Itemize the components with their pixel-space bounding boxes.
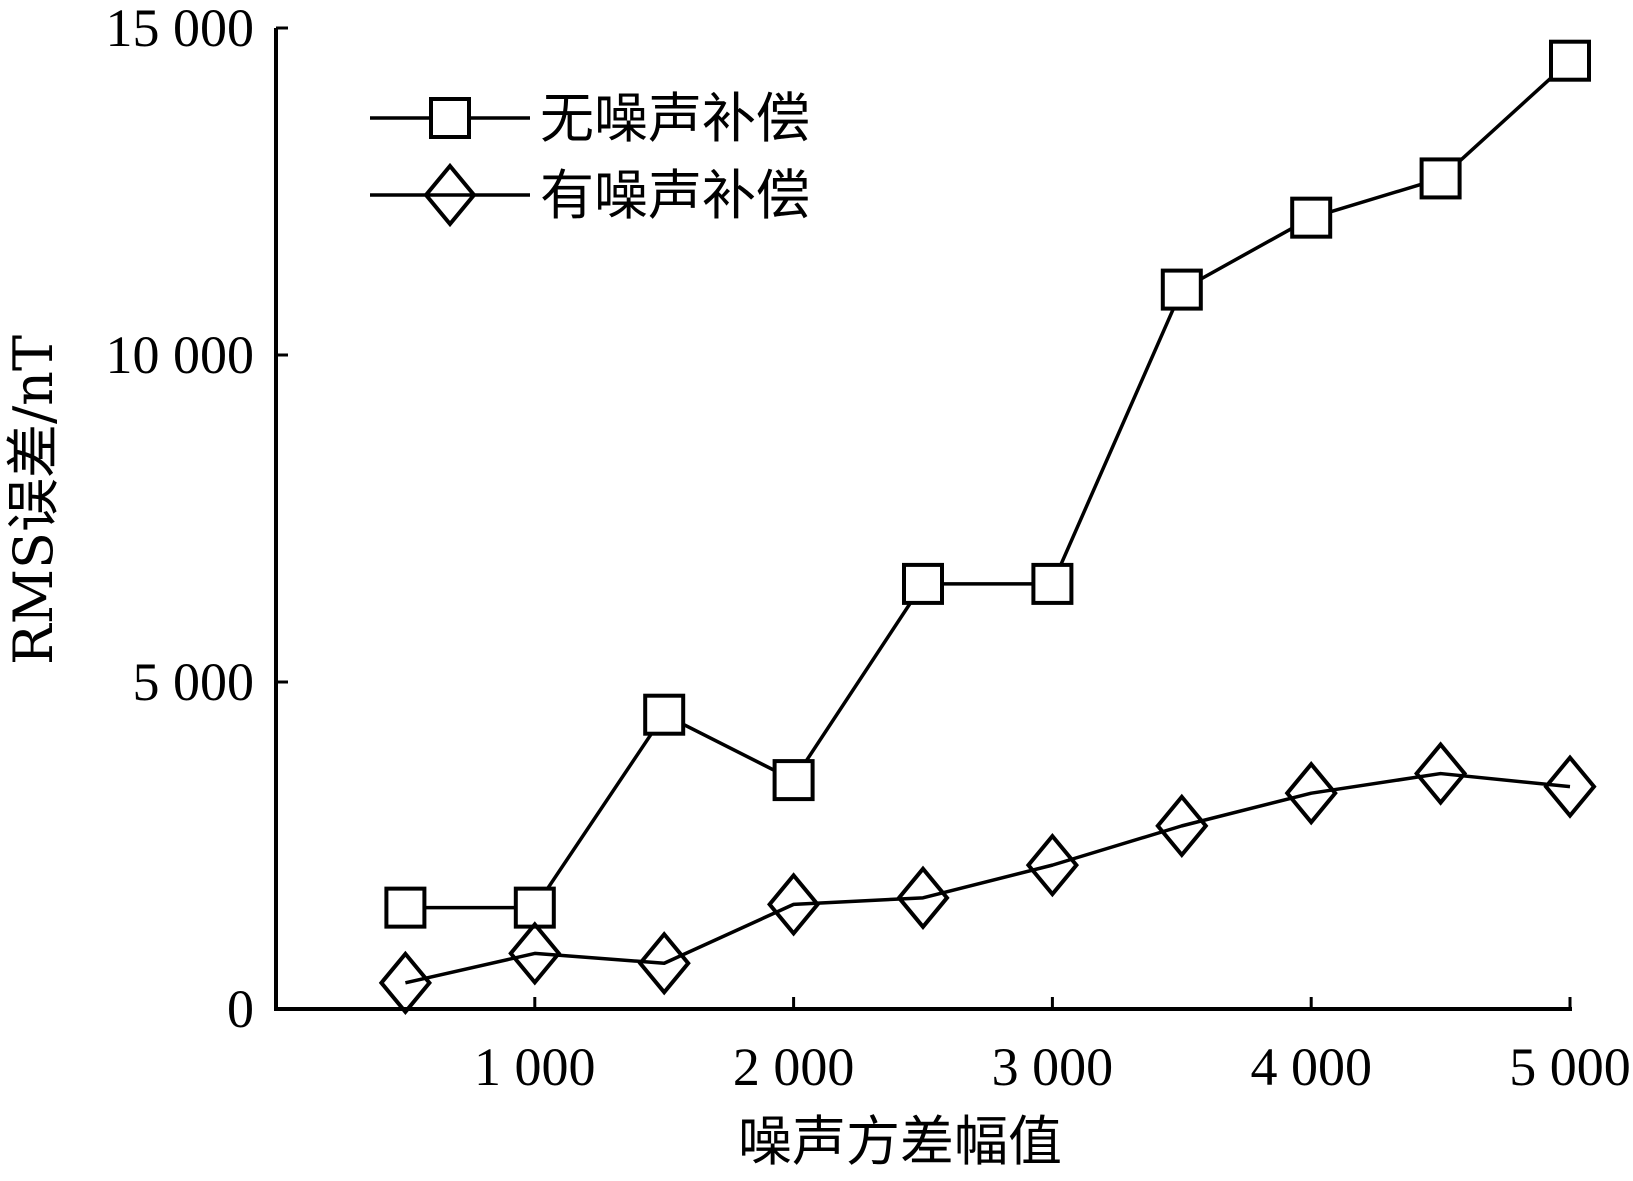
data-point-with-compensation <box>767 872 821 937</box>
x-tick-label: 3 000 <box>992 1037 1114 1097</box>
data-point-with-compensation <box>1025 832 1079 898</box>
data-point-with-compensation <box>1414 741 1468 806</box>
data-point-with-compensation <box>378 950 432 1015</box>
data-point-with-compensation <box>637 931 691 996</box>
x-tick-label: 1 000 <box>474 1037 596 1097</box>
series-line-no-compensation <box>405 59 1572 910</box>
series-with-compensation <box>378 741 1597 1015</box>
y-tick-label: 5 000 <box>133 652 255 712</box>
series-no-compensation <box>384 39 1591 929</box>
y-tick-label: 0 <box>227 979 254 1039</box>
data-point-no-compensation <box>513 886 556 929</box>
data-point-with-compensation <box>1155 793 1209 859</box>
x-axis-title: 噪声方差幅值 <box>738 1110 1062 1173</box>
data-point-no-compensation <box>384 886 427 929</box>
x-tick-label: 5 000 <box>1509 1037 1631 1097</box>
data-point-no-compensation <box>1549 39 1591 82</box>
data-point-no-compensation <box>1290 196 1333 239</box>
legend-label-no-compensation: 无噪声补偿 <box>540 87 810 150</box>
y-tick-label: 10 000 <box>106 325 255 385</box>
x-tick-label: 4 000 <box>1250 1037 1372 1097</box>
data-point-no-compensation <box>1031 562 1074 605</box>
data-point-no-compensation <box>1419 157 1462 200</box>
series-line-with-compensation <box>405 771 1571 985</box>
legend-marker-no-compensation <box>429 97 471 139</box>
data-point-no-compensation <box>1160 268 1203 311</box>
data-point-no-compensation <box>902 562 944 605</box>
ticks: 0 5 000 10 000 15 000 1 000 2 000 3 000 4 000 5 … <box>106 0 1631 1097</box>
data-series <box>378 39 1597 1015</box>
data-point-no-compensation <box>772 759 815 802</box>
x-tick-label: 2 000 <box>733 1037 855 1097</box>
axes <box>274 28 1572 1011</box>
data-point-with-compensation <box>1543 754 1597 819</box>
data-point-no-compensation <box>643 693 686 736</box>
legend-marker-with-compensation <box>423 162 477 228</box>
data-point-with-compensation <box>896 865 950 930</box>
y-axis-title: RMS误差/nT <box>2 335 65 665</box>
legend-label-with-compensation: 有噪声补偿 <box>540 164 810 227</box>
y-tick-label: 15 000 <box>106 0 255 58</box>
data-point-with-compensation <box>508 921 562 986</box>
data-point-with-compensation <box>1284 761 1338 826</box>
